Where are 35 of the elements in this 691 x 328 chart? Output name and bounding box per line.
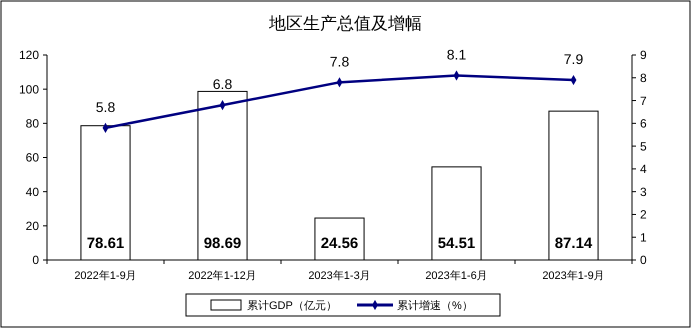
y2-tick-label: 8 [640, 70, 647, 85]
data-label: 87.14 [554, 235, 593, 252]
y-tick-label: 0 [32, 253, 40, 268]
data-label: 8.1 [446, 46, 466, 62]
y2-tick-label: 0 [640, 253, 647, 268]
x-tick-label: 2022年1-12月 [188, 270, 257, 282]
y-tick-label: 60 [26, 150, 40, 165]
data-label: 98.69 [204, 235, 242, 252]
y2-tick-label: 5 [640, 139, 647, 154]
x-tick-label: 2023年1-9月 [542, 270, 605, 282]
y-tick-label: 120 [18, 48, 40, 62]
legend-label: 累计增速（%） [397, 298, 473, 312]
y2-tick-label: 1 [640, 230, 647, 244]
x-tick-label: 2023年1-3月 [308, 270, 371, 282]
y2-tick-label: 2 [640, 208, 647, 222]
y-tick-label: 20 [26, 219, 40, 234]
data-label: 7.9 [564, 51, 584, 68]
data-label: 78.61 [86, 235, 124, 252]
y-tick-label: 80 [26, 116, 40, 131]
data-label: 54.51 [438, 235, 476, 252]
y-tick-label: 100 [18, 82, 40, 96]
legend-label: 累计GDP（亿元） [247, 298, 337, 312]
x-tick-label: 2023年1-6月 [425, 270, 488, 282]
x-tick-label: 2022年1-9月 [74, 270, 137, 282]
y2-tick-label: 7 [640, 94, 647, 108]
y-tick-label: 40 [26, 184, 40, 199]
y2-tick-label: 4 [640, 162, 647, 176]
data-label: 5.8 [96, 98, 116, 115]
data-label: 7.8 [330, 53, 350, 70]
data-label: 24.56 [320, 235, 358, 252]
y2-tick-label: 3 [640, 184, 647, 199]
chart-title: 地区生产总值及增幅 [268, 14, 422, 33]
y2-tick-label: 6 [640, 116, 647, 131]
y2-tick-label: 9 [640, 48, 647, 62]
data-label: 6.8 [212, 76, 232, 92]
